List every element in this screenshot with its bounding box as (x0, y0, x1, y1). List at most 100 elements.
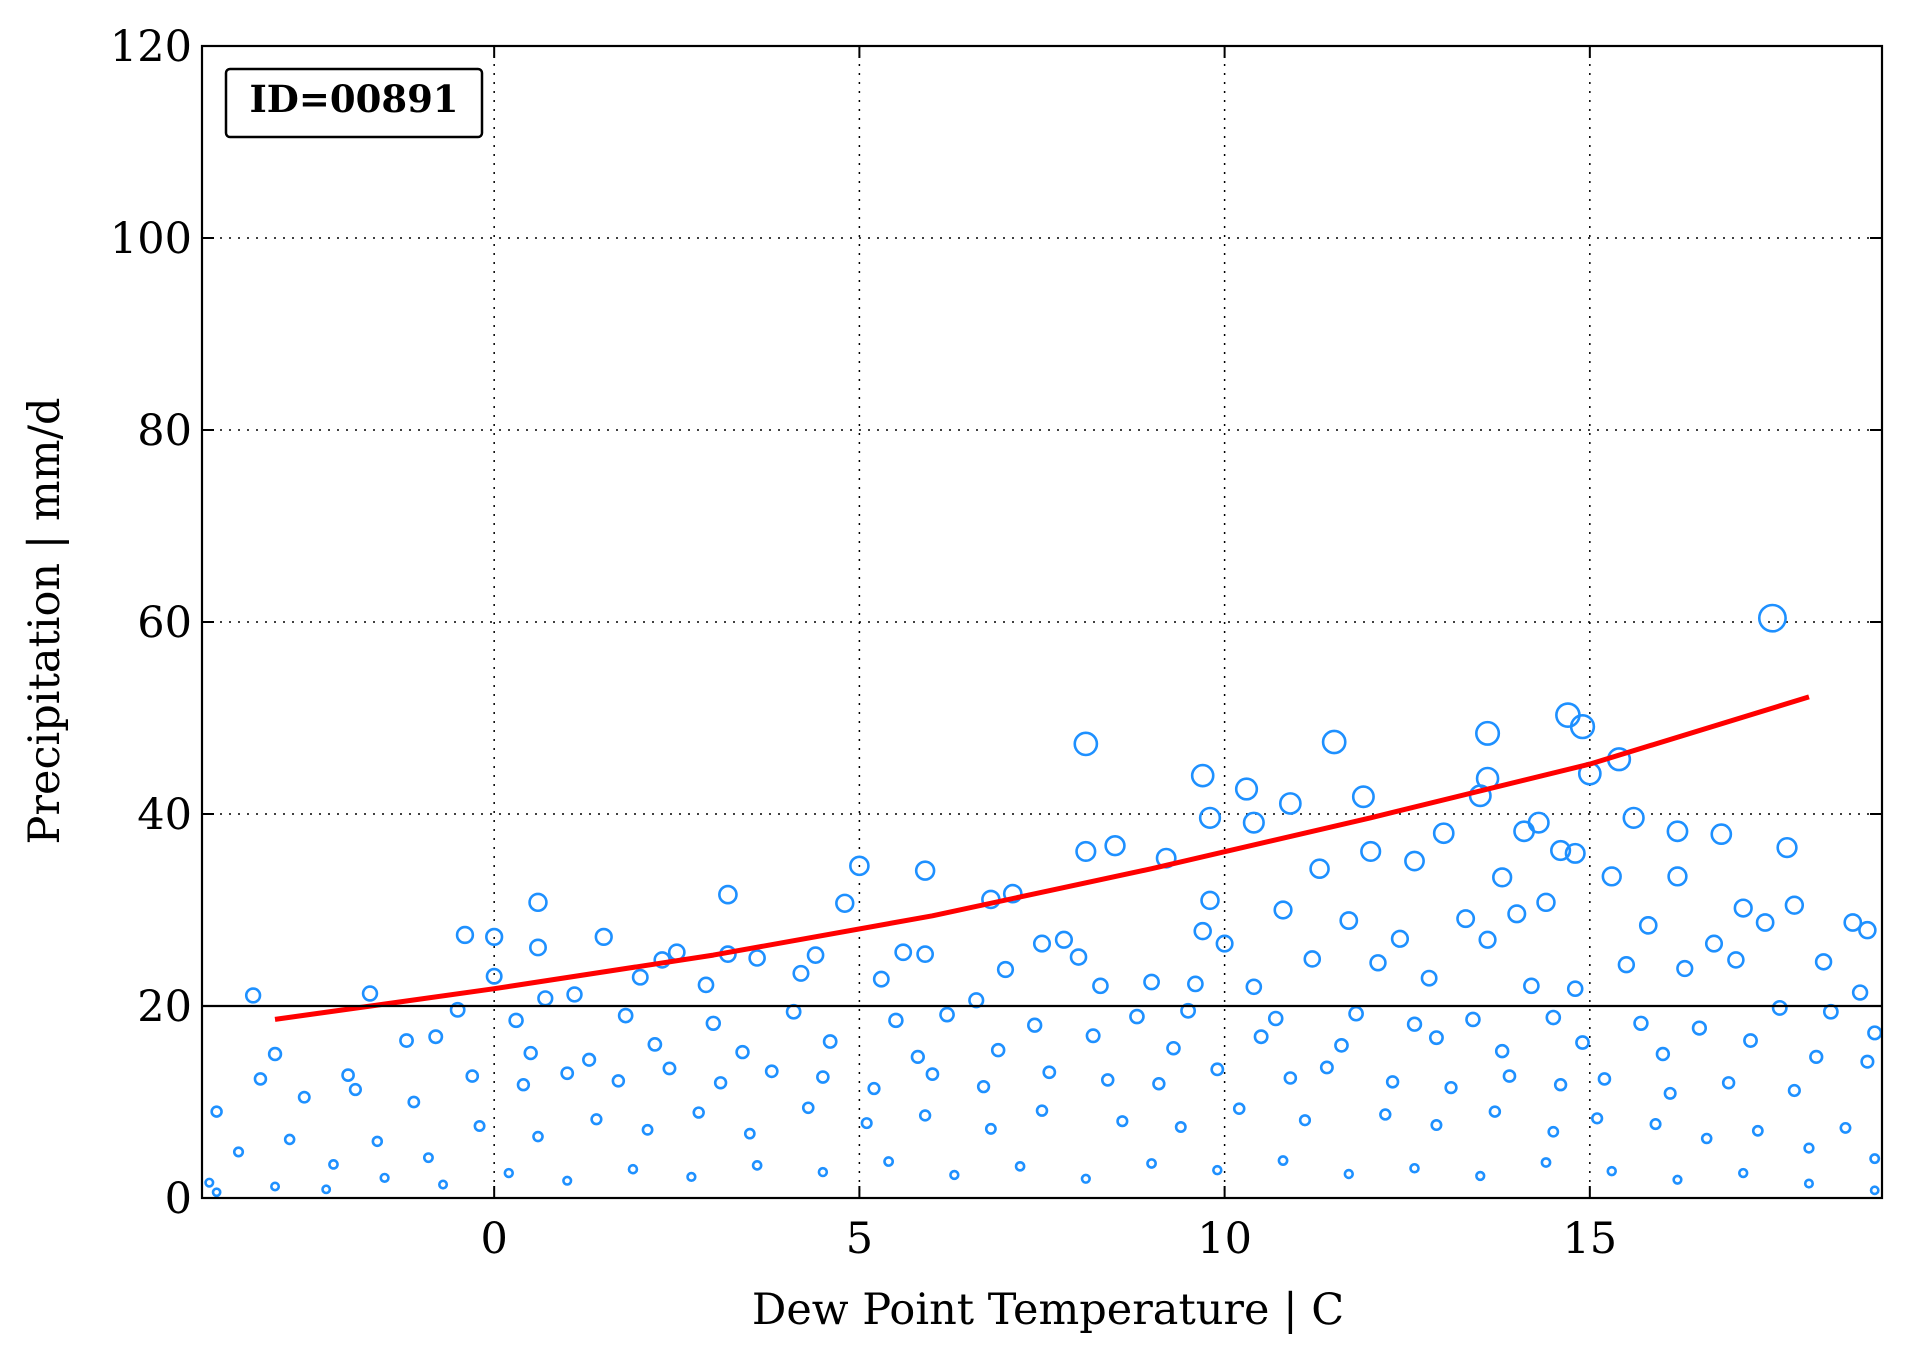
scatter-point-59 (1507, 904, 1527, 924)
scatter-point-166 (1663, 1086, 1677, 1100)
scatter-point-95 (1814, 953, 1833, 971)
scatter-point-124 (735, 1044, 750, 1060)
scatter-point-181 (743, 1127, 756, 1140)
scatter-point-176 (473, 1120, 486, 1133)
scatter-point-197 (1700, 1132, 1713, 1145)
scatter-point-103 (939, 1006, 955, 1023)
scatter-point-134 (1575, 1035, 1590, 1050)
scatter-point-178 (590, 1113, 603, 1126)
scatter-point-41 (1667, 866, 1688, 887)
scatter-point-38 (1404, 850, 1425, 872)
scatter-point-22 (1432, 822, 1455, 845)
scatter-point-85 (1303, 950, 1322, 968)
scatter-point-86 (1369, 954, 1387, 972)
scatter-point-72 (631, 968, 649, 986)
scatter-point-161 (1385, 1075, 1400, 1089)
scatter-point-2 (1321, 729, 1347, 755)
scatter-point-212 (883, 1156, 895, 1167)
scatter-point-52 (1054, 930, 1074, 949)
scatter-point-171 (232, 1146, 245, 1158)
scatter-point-106 (1180, 1002, 1197, 1019)
scatter-point-114 (1771, 999, 1788, 1016)
scatter-point-49 (894, 943, 913, 962)
scatter-point-102 (888, 1012, 904, 1029)
scatter-point-45 (594, 927, 613, 947)
scatter-point-127 (990, 1042, 1006, 1058)
scatter-point-81 (1092, 977, 1109, 995)
scatter-point-14 (1242, 811, 1265, 834)
scatter-point-144 (465, 1069, 480, 1083)
scatter-point-219 (1343, 1168, 1354, 1180)
scatter-point-179 (641, 1123, 654, 1136)
y-tick-label-120: 120 (110, 22, 192, 72)
id-annotation-label: ID=00891 (249, 77, 458, 121)
scatter-point-139 (210, 1105, 223, 1118)
scatter-point-167 (1721, 1076, 1736, 1090)
scatter-point-202 (270, 1181, 281, 1192)
x-tick-label-0: 0 (480, 1214, 507, 1264)
scatter-point-43 (455, 925, 475, 945)
scatter-point-12 (1278, 792, 1302, 815)
scatter-point-71 (566, 986, 583, 1003)
y-tick-label-0: 0 (165, 1174, 192, 1224)
scatter-point-83 (1187, 975, 1204, 993)
scatter-point-89 (1523, 977, 1540, 995)
scatter-point-147 (611, 1074, 626, 1088)
scatter-point-8 (1234, 777, 1259, 801)
scatter-point-68 (361, 985, 379, 1002)
scatter-point-207 (562, 1175, 573, 1186)
scatter-point-74 (697, 976, 715, 994)
scatter-point-69 (485, 967, 503, 985)
scatter-point-168 (1787, 1083, 1801, 1098)
scatter-point-164 (1553, 1078, 1568, 1092)
scatter-point-227 (1869, 1185, 1880, 1196)
scatter-point-110 (1465, 1011, 1481, 1028)
scatter-point-51 (1032, 934, 1052, 953)
fit-curve (274, 694, 1810, 1022)
scatter-point-54 (1215, 934, 1234, 953)
scatter-point-199 (1803, 1142, 1815, 1154)
scatter-point-91 (1617, 956, 1636, 974)
scatter-point-216 (1146, 1158, 1157, 1169)
scatter-point-131 (1334, 1038, 1349, 1053)
scatter-point-198 (1751, 1124, 1764, 1137)
y-tick-label-40: 40 (137, 790, 192, 840)
scatter-point-163 (1502, 1069, 1517, 1083)
scatter-point-42 (485, 927, 504, 947)
scatter-point-79 (996, 960, 1015, 979)
scatter-point-174 (371, 1135, 384, 1148)
scatter-point-173 (328, 1159, 339, 1170)
scatter-point-194 (1547, 1125, 1560, 1138)
scatter-point-108 (1348, 1005, 1364, 1022)
scatter-point-162 (1444, 1080, 1458, 1095)
id-annotation: ID=00891 (224, 67, 484, 139)
scatter-point-98 (508, 1012, 524, 1029)
scatter-point-30 (914, 860, 936, 881)
scatter-point-217 (1212, 1164, 1223, 1176)
scatter-point-160 (1319, 1060, 1334, 1075)
y-tick-label-20: 20 (137, 982, 192, 1032)
scatter-point-221 (1475, 1170, 1486, 1182)
scatter-point-82 (1143, 973, 1160, 991)
scatter-point-109 (1406, 1016, 1423, 1032)
scatter-point-209 (686, 1171, 697, 1183)
scatter-point-28 (1002, 883, 1023, 904)
scatter-point-151 (816, 1070, 830, 1084)
scatter-point-111 (1545, 1009, 1562, 1026)
scatter-point-105 (1129, 1008, 1145, 1025)
scatter-point-118 (341, 1068, 355, 1082)
scatter-point-107 (1267, 1010, 1284, 1027)
scatter-point-141 (297, 1090, 311, 1104)
scatter-point-196 (1649, 1118, 1662, 1131)
scatter-point-136 (1743, 1033, 1758, 1048)
scatter-point-155 (1042, 1065, 1057, 1080)
scatter-point-204 (379, 1172, 390, 1183)
scatter-point-195 (1591, 1112, 1604, 1125)
scatter-point-226 (1803, 1178, 1814, 1189)
scatter-point-61 (1638, 916, 1658, 935)
scatter-point-188 (1174, 1120, 1187, 1133)
scatter-point-132 (1428, 1030, 1444, 1046)
scatter-point-7 (1190, 763, 1215, 788)
scatter-point-187 (1116, 1115, 1129, 1128)
scatter-point-97 (449, 1001, 466, 1018)
